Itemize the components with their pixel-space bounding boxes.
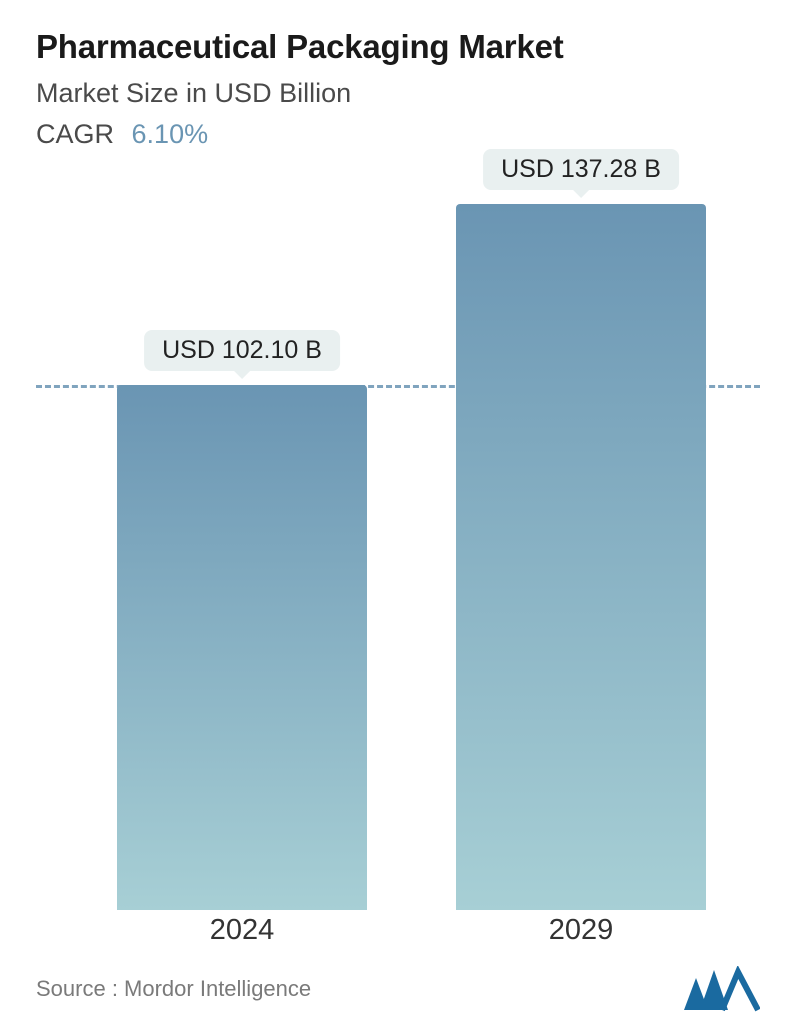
plot-region: USD 102.10 B USD 137.28 B	[36, 190, 760, 910]
brand-logo	[682, 966, 760, 1012]
cagr-row: CAGR 6.10%	[36, 119, 760, 150]
x-label-2024: 2024	[210, 914, 275, 947]
cagr-value: 6.10%	[132, 119, 209, 149]
x-axis-labels: 2024 2029	[36, 914, 760, 964]
mordor-logo-icon	[682, 966, 760, 1012]
chart-title: Pharmaceutical Packaging Market	[36, 28, 760, 66]
chart-container: Pharmaceutical Packaging Market Market S…	[0, 0, 796, 1034]
value-badge-2029: USD 137.28 B	[483, 149, 679, 190]
chart-subtitle: Market Size in USD Billion	[36, 78, 760, 109]
value-badge-2024: USD 102.10 B	[144, 330, 340, 371]
x-label-2029: 2029	[549, 914, 614, 947]
chart-area: USD 102.10 B USD 137.28 B 2024 2029	[36, 190, 760, 1034]
footer: Source : Mordor Intelligence	[36, 966, 760, 1012]
cagr-label: CAGR	[36, 119, 114, 149]
source-attribution: Source : Mordor Intelligence	[36, 976, 311, 1002]
bar-2029	[456, 204, 706, 910]
bar-2024	[117, 385, 367, 910]
